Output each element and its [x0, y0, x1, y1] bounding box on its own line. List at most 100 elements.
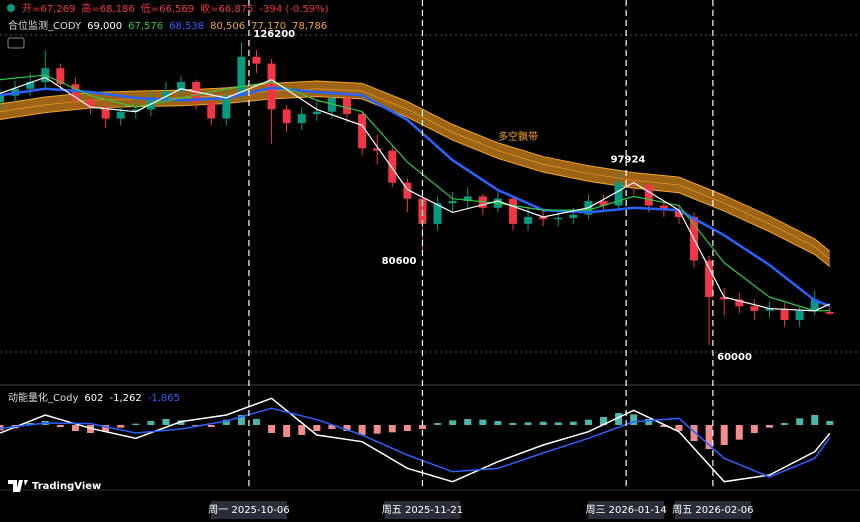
candle-body	[373, 148, 382, 151]
candle-body	[161, 91, 170, 98]
band-label: 多空飘带	[498, 130, 538, 143]
marker-label: 周三 2026-01-14	[585, 504, 666, 516]
histogram-bar	[690, 425, 698, 441]
histogram-bar	[26, 423, 34, 425]
histogram-bar	[283, 425, 291, 437]
histogram-bar	[268, 425, 276, 433]
histogram-bar	[237, 415, 245, 425]
candle-body	[780, 308, 789, 320]
indicator-name: 合位监测_CODY	[8, 19, 82, 32]
histogram-bar	[735, 425, 743, 440]
indicator-value: 67,576	[128, 21, 163, 32]
candle-body	[614, 182, 623, 206]
histogram-bar	[660, 425, 668, 427]
candle-body	[56, 68, 65, 85]
line-layer	[0, 74, 831, 312]
histogram-bar	[509, 423, 517, 425]
ohlc-legend: -394 (-0.59%)	[260, 4, 329, 15]
candle-body	[674, 210, 683, 217]
candle-body	[252, 56, 261, 64]
oscillator-value: -1,262	[109, 393, 141, 404]
candle-body	[327, 97, 336, 112]
candle-body	[735, 299, 744, 307]
histogram-bar	[569, 421, 577, 425]
ma-line	[0, 76, 831, 312]
candle-body	[448, 200, 457, 204]
histogram-bar	[177, 420, 185, 425]
histogram-bar	[71, 425, 79, 431]
indicator-value: 69,000	[87, 21, 122, 32]
candle-body	[433, 203, 442, 224]
candle-body	[26, 81, 35, 89]
histogram-bar	[147, 421, 155, 425]
candle-body	[750, 306, 759, 311]
histogram-bar	[56, 425, 64, 427]
histogram-bar	[298, 425, 306, 435]
candle-body	[795, 310, 804, 320]
candle-body	[599, 200, 608, 206]
histogram-bar	[615, 413, 623, 425]
oscillator-name: 动能量化_Cody	[8, 391, 78, 404]
histogram-bar	[313, 425, 321, 431]
band-edge	[0, 96, 831, 267]
candle-body	[825, 311, 834, 314]
ohlc-legend: 开=67,269	[22, 4, 75, 15]
candle-body	[644, 184, 653, 206]
histogram-bar	[162, 419, 170, 425]
candle-body	[131, 109, 140, 112]
candle-body	[554, 217, 563, 220]
candle-body	[86, 100, 95, 108]
ma-line	[0, 74, 830, 312]
histogram-bar	[373, 425, 381, 434]
histogram-bar	[826, 420, 834, 425]
histogram-bar	[554, 422, 562, 425]
histogram-bar	[584, 419, 592, 425]
candle-body	[297, 113, 306, 124]
candle-body	[463, 196, 472, 201]
marker-label: 周一 2025-10-06	[208, 504, 289, 516]
histogram-bar	[600, 417, 608, 425]
candle-body	[508, 198, 517, 224]
histogram-bar	[720, 425, 728, 445]
oscillator-line	[0, 397, 831, 483]
candle-body	[629, 182, 638, 185]
histogram-bar	[222, 419, 230, 425]
histogram-bar	[418, 425, 426, 429]
histogram-bar	[811, 415, 819, 425]
candle-body	[659, 205, 668, 211]
watermark: TradingView	[32, 481, 101, 492]
band-area	[0, 81, 830, 267]
candle-body	[539, 216, 548, 220]
candle-body	[207, 102, 216, 119]
marker-label-box	[588, 501, 665, 519]
candle-body	[343, 97, 352, 114]
oscillator-value: -1,865	[148, 393, 180, 404]
band-edge	[0, 80, 831, 252]
price-annotation: 126200	[253, 29, 295, 40]
histogram-bar	[675, 425, 683, 431]
candle-body	[388, 150, 397, 183]
marker-label: 周五 2026-02-06	[672, 504, 753, 516]
watermark-logo	[8, 480, 28, 492]
collapse-button[interactable]	[7, 37, 25, 49]
histogram-bar	[328, 425, 336, 429]
oscillator-layer	[0, 397, 834, 483]
candle-body	[237, 56, 246, 96]
price-annotation: 80600	[382, 256, 417, 267]
indicator-value: 80,506	[210, 21, 245, 32]
candle-body	[403, 182, 412, 199]
candle-body	[71, 84, 80, 101]
candle-body	[765, 308, 774, 311]
oscillator-line	[0, 407, 831, 478]
histogram-bar	[524, 422, 532, 425]
candle-body	[222, 95, 231, 119]
histogram-bar	[403, 425, 411, 431]
candle-body	[720, 297, 729, 300]
histogram-bar	[705, 425, 713, 449]
histogram-bar	[781, 423, 789, 425]
price-annotation: 60000	[717, 352, 752, 363]
candle-body	[0, 95, 4, 103]
indicator-value: 77,170	[251, 21, 286, 32]
candle-body	[312, 111, 321, 114]
